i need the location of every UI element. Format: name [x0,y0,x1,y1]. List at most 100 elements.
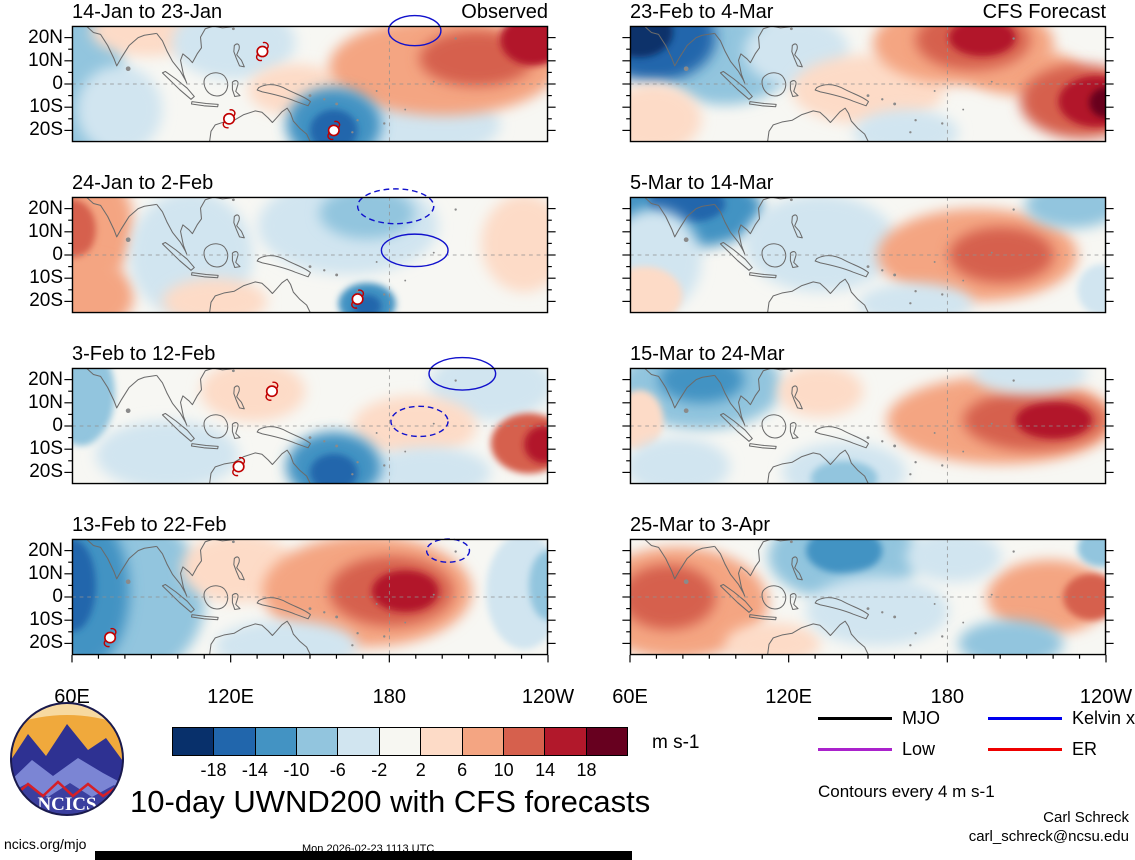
panel-frame [629,196,1107,314]
panel-frame [71,196,549,314]
colorbar-tick-label: 2 [415,760,426,780]
bottom-black-bar [95,851,632,860]
panel-block: 3-Feb to 12-Feb 20N 10N 0 10S 20S [8,343,556,485]
tick-marks [622,37,1114,131]
panel-title: 14-Jan to 23-Jan [72,1,223,23]
legend-line [988,748,1062,751]
cyclone-marker [265,381,279,401]
y-tick-label: 20N [28,197,63,219]
y-tick-label: 20N [28,368,63,390]
credit-name: Carl Schreck [1043,809,1129,826]
tick-marks [64,550,556,663]
map-canvas [622,196,1114,314]
logo-mountains-dark [11,724,123,772]
x-tick-label: 120W [521,686,575,708]
legend-item-kelvin-x2: Kelvin x2 [988,703,1135,734]
y-tick-label: 10N [28,391,63,413]
colorbar-cell [337,728,379,755]
panel-header: 24-Jan to 2-Feb [72,172,548,195]
legend-label: ER [1072,739,1098,759]
x-axis-labels: 60E 120E 180 120W [54,686,574,710]
colorbar: -18 -14 -10 -6 -2 2 6 10 14 18 [172,727,628,782]
panel-body [622,538,1114,663]
panel-header: 23-Feb to 4-Mar CFS Forecast [630,1,1106,24]
kelvin-contour [387,14,442,47]
y-tick-label: 10S [29,438,63,460]
kelvin-contour [356,188,435,225]
y-tick-label: 20S [29,461,63,483]
colorbar-labels: -18 -14 -10 -6 -2 2 6 10 14 18 [172,760,628,782]
tick-marks [64,379,556,473]
colorbar-cells [172,727,628,756]
observed-column: 14-Jan to 23-Jan Observed 20N 10N 0 10S 20S 24-… [8,1,574,710]
colorbar-tick-label: 18 [576,760,597,780]
panel-body: 20N 10N 0 10S 20S [8,356,556,485]
map-canvas [64,14,556,143]
cyclone-marker [222,109,236,129]
kelvin-contour [380,233,449,268]
x-axis-labels: 60E 120E 180 120W [612,686,1132,710]
colorbar-cell [213,728,255,755]
map-canvas [64,356,556,485]
panel-title: 3-Feb to 12-Feb [72,343,216,365]
map-canvas [64,538,556,663]
panel-body: 20N 10N 0 10S 20S [8,188,556,314]
anomaly-field [630,26,1106,142]
panel-block: 13-Feb to 22-Feb 20N 10N 0 10S 20S [8,514,556,663]
y-tick-label: 20N [28,26,63,48]
contours-note: Contours every 4 m s-1 [818,782,995,801]
panel-body [622,196,1114,314]
colorbar-cell [544,728,586,755]
cyclone-marker [327,120,341,141]
colorbar-cell [502,728,545,755]
panel-body: 20N 10N 0 10S 20S [8,14,556,143]
legend-item-mjo: MJO [818,703,988,734]
panel-body [622,367,1114,485]
y-tick-label: 20N [28,539,63,561]
coastlines [85,368,457,484]
x-tick-label: 120E [207,686,254,708]
map-canvas [622,367,1114,485]
tick-marks [622,208,1114,302]
y-tick-label: 10S [29,609,63,631]
credit-email: carl_schreck@ncsu.edu [968,828,1129,845]
colorbar-tick-label: 14 [535,760,556,780]
legend-line [818,717,892,720]
panel-block: 25-Mar to 3-Apr [622,514,1114,663]
panel-corner-label: CFS Forecast [982,1,1106,23]
map-canvas [622,538,1114,663]
panel-corner-label: Observed [461,1,548,23]
colorbar-cell [585,728,627,755]
y-tick-label: 0 [52,244,63,265]
panel-header: 5-Mar to 14-Mar [630,172,1106,195]
tick-marks [64,208,556,302]
ncics-logo: NCICS [10,702,124,816]
panel-body [622,25,1114,143]
panel-title: 13-Feb to 22-Feb [72,514,227,536]
tick-marks [622,379,1114,473]
panel-header: 13-Feb to 22-Feb [72,514,548,537]
panel-title: 25-Mar to 3-Apr [630,514,771,536]
coastlines [85,539,457,655]
panel-title: 23-Feb to 4-Mar [630,1,774,23]
logo-red-zigzag [13,780,119,798]
panel-block: 14-Jan to 23-Jan Observed 20N 10N 0 10S 20S [8,1,556,143]
cyclone-marker [351,289,365,309]
anomaly-field [72,26,548,142]
colorbar-tick-label: -10 [283,760,310,780]
panel-frame [629,25,1107,143]
colorbar-cell [296,728,338,755]
tick-marks [622,550,1114,663]
y-tick-label: 20S [29,632,63,654]
colorbar-tick-label: -18 [200,760,227,780]
panel-block: 15-Mar to 24-Mar [622,343,1114,485]
panel-title: 15-Mar to 24-Mar [630,343,785,365]
y-tick-label: 10S [29,96,63,118]
logo-text: NCICS [37,794,96,815]
cyclone-marker [232,456,246,477]
colorbar-tick-label: 6 [457,760,468,780]
y-tick-label: 0 [52,586,63,607]
y-tick-label: 10N [28,562,63,584]
map-canvas [64,188,556,314]
legend-label: Kelvin x2 [1072,708,1135,728]
